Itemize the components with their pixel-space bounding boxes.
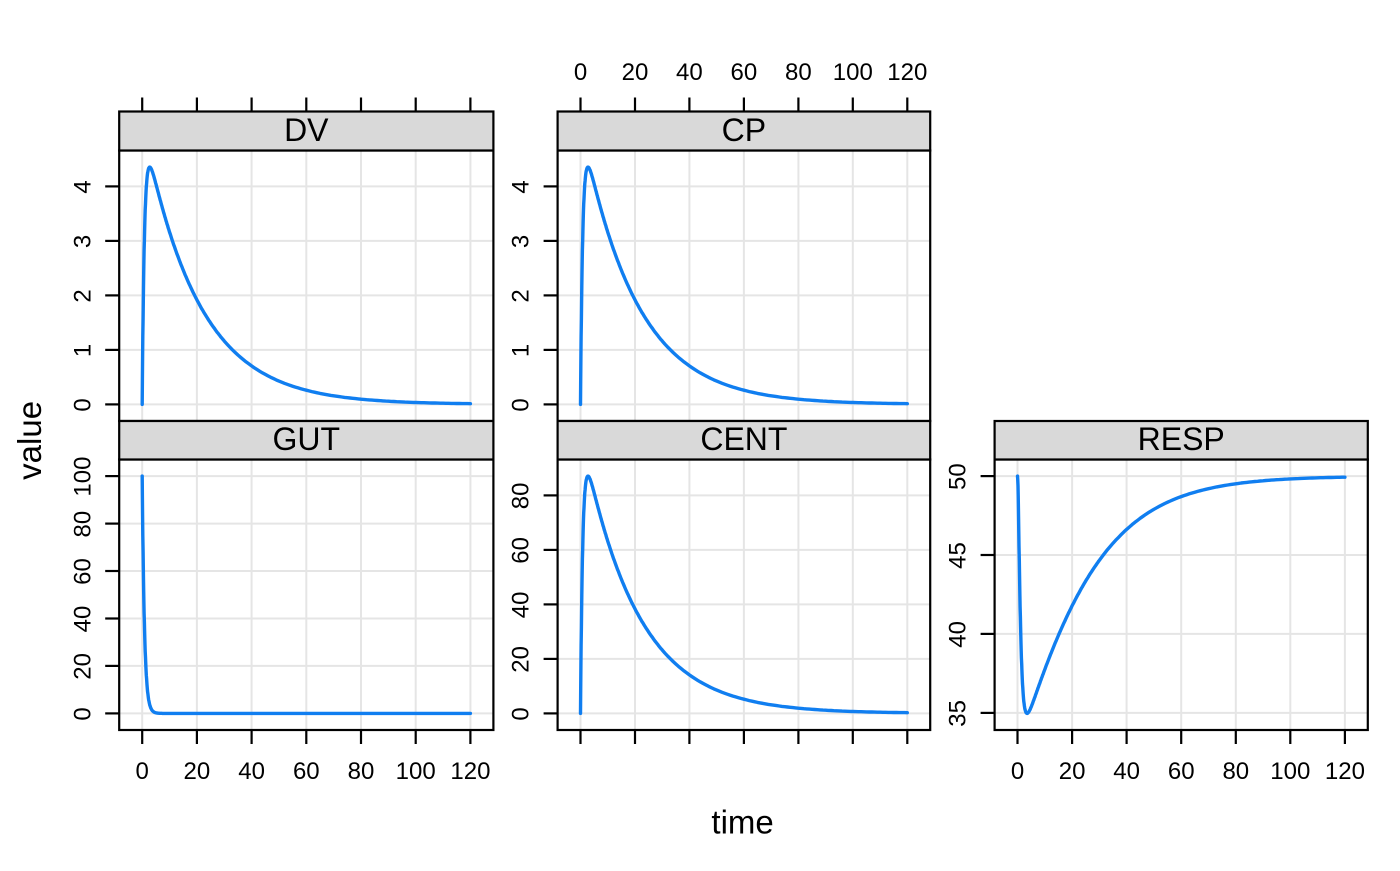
svg-text:40: 40 (508, 592, 535, 619)
svg-text:CP: CP (722, 112, 766, 148)
svg-text:60: 60 (293, 758, 320, 785)
svg-text:4: 4 (508, 180, 535, 193)
svg-text:0: 0 (136, 758, 149, 785)
svg-text:DV: DV (284, 112, 329, 148)
svg-text:time: time (711, 804, 773, 841)
svg-text:0: 0 (508, 707, 535, 720)
svg-text:value: value (11, 401, 48, 480)
svg-text:35: 35 (945, 700, 972, 727)
svg-text:80: 80 (508, 483, 535, 510)
svg-text:120: 120 (887, 59, 927, 86)
svg-text:40: 40 (69, 606, 96, 633)
svg-text:20: 20 (622, 59, 649, 86)
svg-text:4: 4 (69, 180, 96, 193)
svg-text:0: 0 (574, 59, 587, 86)
svg-text:0: 0 (508, 398, 535, 411)
svg-text:60: 60 (731, 59, 758, 86)
svg-text:50: 50 (945, 463, 972, 490)
svg-text:40: 40 (945, 621, 972, 648)
svg-text:100: 100 (69, 457, 96, 497)
svg-text:1: 1 (69, 344, 96, 357)
svg-text:80: 80 (785, 59, 812, 86)
svg-text:40: 40 (1113, 758, 1140, 785)
svg-text:120: 120 (1325, 758, 1365, 785)
svg-text:2: 2 (69, 289, 96, 302)
svg-text:20: 20 (508, 646, 535, 673)
svg-text:80: 80 (1222, 758, 1249, 785)
svg-text:60: 60 (508, 537, 535, 564)
svg-text:RESP: RESP (1138, 421, 1225, 457)
svg-text:100: 100 (1270, 758, 1310, 785)
svg-text:0: 0 (69, 398, 96, 411)
svg-text:60: 60 (1168, 758, 1195, 785)
svg-text:0: 0 (69, 707, 96, 720)
svg-text:20: 20 (1059, 758, 1086, 785)
svg-text:40: 40 (676, 59, 703, 86)
svg-text:100: 100 (396, 758, 436, 785)
svg-text:1: 1 (508, 344, 535, 357)
svg-text:80: 80 (348, 758, 375, 785)
svg-text:60: 60 (69, 558, 96, 585)
svg-text:3: 3 (69, 235, 96, 248)
svg-text:0: 0 (1011, 758, 1024, 785)
svg-text:120: 120 (450, 758, 490, 785)
svg-text:20: 20 (184, 758, 211, 785)
svg-text:40: 40 (238, 758, 265, 785)
svg-text:20: 20 (69, 653, 96, 680)
svg-text:45: 45 (945, 542, 972, 569)
svg-text:GUT: GUT (273, 421, 341, 457)
svg-text:80: 80 (69, 511, 96, 538)
svg-text:CENT: CENT (700, 421, 787, 457)
svg-text:3: 3 (508, 235, 535, 248)
svg-text:100: 100 (833, 59, 873, 86)
svg-text:2: 2 (508, 289, 535, 302)
